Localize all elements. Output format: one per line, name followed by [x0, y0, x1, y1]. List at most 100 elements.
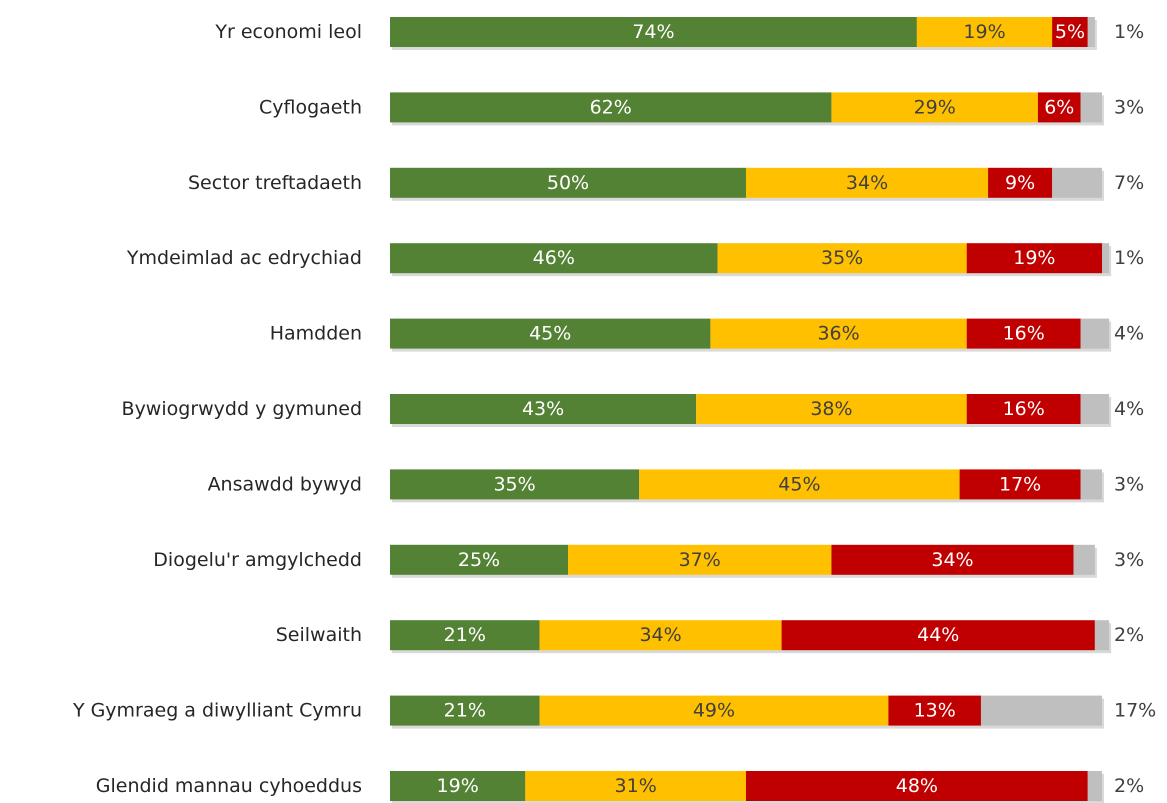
bar-row: Seilwaith 21% 34% 44% 2% — [276, 620, 1144, 654]
data-label: 46% — [533, 247, 575, 269]
data-label: 50% — [547, 172, 589, 194]
bar-segment — [980, 695, 1102, 726]
data-label: 1% — [1114, 21, 1144, 43]
data-label: 34% — [639, 624, 681, 646]
bar-segment — [1052, 167, 1102, 198]
bar-segment — [390, 394, 697, 424]
bar-segment — [390, 167, 746, 198]
data-label: 16% — [1003, 398, 1045, 420]
data-label: 6% — [1044, 96, 1074, 118]
data-label: 44% — [917, 624, 959, 646]
bar-segment — [390, 17, 917, 47]
bar-segment — [539, 695, 889, 726]
bar-segment — [831, 544, 1074, 575]
bar-segment — [1094, 620, 1110, 651]
bar-row: Sector treftadaeth 50% 34% 9% 7% — [188, 167, 1144, 201]
data-label: 3% — [1114, 96, 1144, 118]
data-label: 31% — [615, 775, 657, 797]
bar-segment — [717, 243, 967, 274]
bar-segment — [1052, 17, 1088, 47]
bar-row: Ansawdd bywyd 35% 45% 17% 3% — [208, 469, 1144, 503]
data-label: 48% — [896, 775, 938, 797]
data-label: 21% — [444, 624, 486, 646]
data-label: 35% — [493, 473, 535, 495]
bar-segment — [390, 92, 832, 123]
category-label: Seilwaith — [276, 624, 362, 646]
bar-segment — [1073, 544, 1095, 575]
bar-segment — [710, 318, 967, 349]
data-label: 7% — [1114, 172, 1144, 194]
category-label: Diogelu'r amgylchedd — [153, 549, 362, 571]
bar-segment — [696, 394, 967, 424]
bar-segment — [1087, 771, 1102, 801]
category-label: Sector treftadaeth — [188, 172, 362, 194]
data-label: 3% — [1114, 549, 1144, 571]
category-label: Yr economi leol — [214, 21, 362, 43]
category-label: Hamdden — [270, 323, 362, 345]
category-label: Ansawdd bywyd — [208, 473, 362, 495]
bar-segment — [1037, 92, 1081, 123]
bar-row: Bywiogrwydd y gymuned 43% 38% 16% 4% — [122, 394, 1144, 427]
bar-segment — [639, 469, 960, 500]
data-label: 19% — [1013, 247, 1055, 269]
bar-segment — [1102, 243, 1110, 274]
bar-row: Yr economi leol 74% 19% 5% 1% — [214, 17, 1144, 50]
data-label: 2% — [1114, 624, 1144, 646]
bar-segment — [390, 695, 540, 726]
data-label: 17% — [999, 473, 1041, 495]
data-label: 19% — [437, 775, 479, 797]
data-label: 74% — [632, 21, 674, 43]
data-label: 2% — [1114, 775, 1144, 797]
data-label: 62% — [590, 96, 632, 118]
bar-row: Ymdeimlad ac edrychiad 46% 35% 19% 1% — [126, 243, 1144, 277]
data-label: 37% — [679, 549, 721, 571]
category-label: Cyflogaeth — [259, 96, 362, 118]
bar-segment — [390, 469, 640, 500]
data-label: 45% — [778, 473, 820, 495]
data-label: 4% — [1114, 323, 1144, 345]
data-label: 21% — [444, 700, 486, 722]
bar-segment — [1080, 318, 1110, 349]
data-label: 25% — [458, 549, 500, 571]
data-label: 17% — [1114, 700, 1156, 722]
category-label: Ymdeimlad ac edrychiad — [126, 247, 362, 269]
data-label: 34% — [846, 172, 888, 194]
data-label: 19% — [963, 21, 1005, 43]
data-label: 36% — [817, 323, 859, 345]
bar-segment — [1080, 92, 1102, 123]
category-label: Y Gymraeg a diwylliant Cymru — [72, 700, 362, 722]
data-label: 34% — [931, 549, 973, 571]
data-label: 1% — [1114, 247, 1144, 269]
bar-segment — [1080, 394, 1110, 424]
bar-segment — [781, 620, 1095, 651]
category-label: Glendid mannau cyhoeddus — [96, 775, 362, 797]
bar-row: Glendid mannau cyhoeddus 19% 31% 48% 2% — [96, 771, 1144, 803]
data-label: 13% — [914, 700, 956, 722]
bar-row: Diogelu'r amgylchedd 25% 37% 34% 3% — [153, 544, 1144, 578]
data-label: 43% — [522, 398, 564, 420]
data-label: 16% — [1003, 323, 1045, 345]
data-label: 45% — [529, 323, 571, 345]
bar-segment — [746, 167, 989, 198]
data-label: 9% — [1005, 172, 1035, 194]
bar-segment — [966, 318, 1081, 349]
bar-segment — [390, 544, 568, 575]
bar-row: Cyflogaeth 62% 29% 6% 3% — [259, 92, 1144, 126]
data-label: 38% — [810, 398, 852, 420]
bar-row: Y Gymraeg a diwylliant Cymru 21% 49% 13% 17% — [72, 695, 1156, 729]
bar-segment — [1087, 17, 1095, 47]
bar-segment — [916, 17, 1053, 47]
data-label: 49% — [693, 700, 735, 722]
data-label: 29% — [914, 96, 956, 118]
bar-segment — [390, 318, 711, 349]
bar-segment — [539, 620, 782, 651]
bar-segment — [568, 544, 832, 575]
data-label: 4% — [1114, 398, 1144, 420]
bar-segment — [390, 771, 526, 801]
bar-row: Hamdden 45% 36% 16% 4% — [270, 318, 1144, 352]
bar-segment — [888, 695, 981, 726]
bar-segment — [390, 243, 718, 274]
bar-segment — [525, 771, 746, 801]
bar-segment — [831, 92, 1038, 123]
